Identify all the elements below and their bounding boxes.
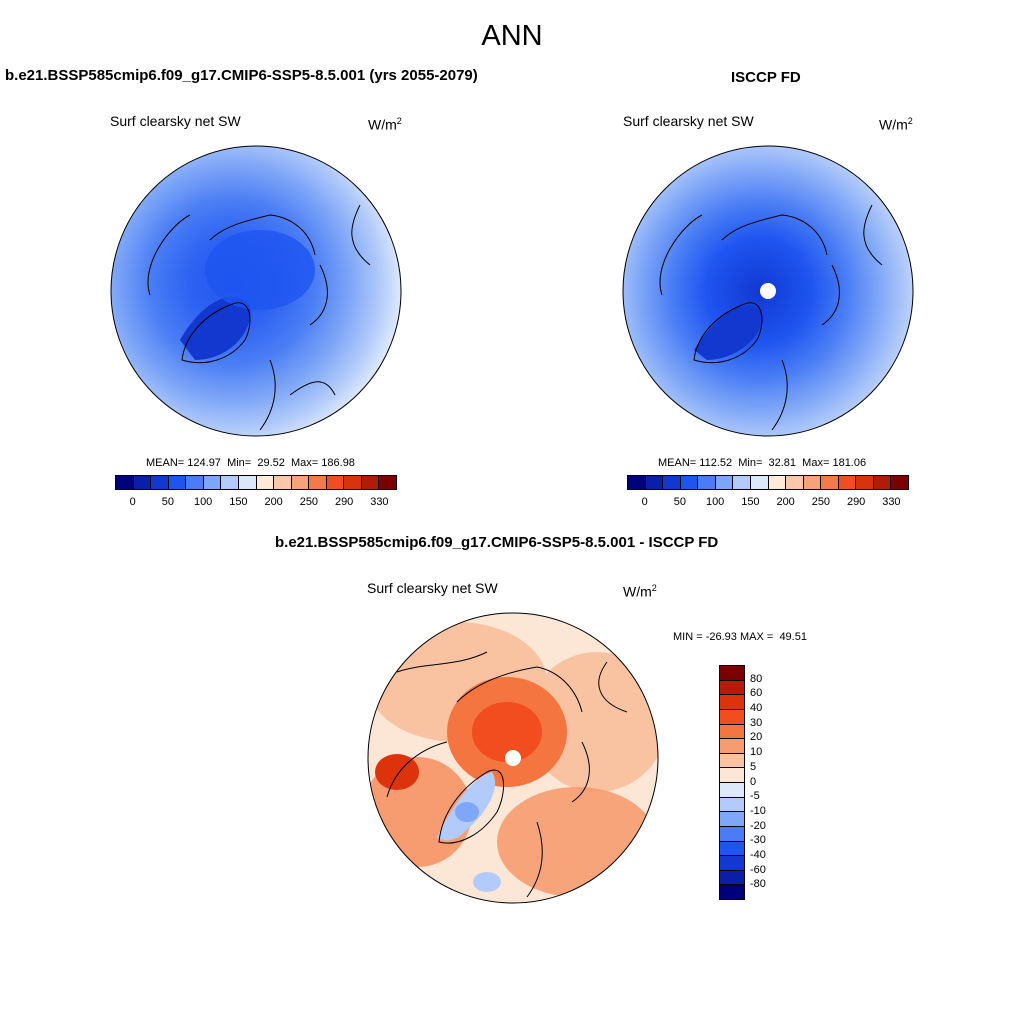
obs-colorbar xyxy=(627,475,909,490)
obs-colorbar-swatch xyxy=(733,476,751,489)
model-colorbar-swatch xyxy=(379,476,396,489)
colorbar-tick-label: 200 xyxy=(264,496,283,508)
model-colorbar xyxy=(115,475,397,490)
colorbar-tick-label: 150 xyxy=(229,496,248,508)
colorbar-tick-label: 330 xyxy=(882,496,901,508)
colorbar-tick-label: 150 xyxy=(741,496,760,508)
colorbar-tick-label: 80 xyxy=(750,672,763,685)
diff-colorbar-swatch xyxy=(720,709,744,725)
obs-colorbar-swatch xyxy=(873,476,892,489)
colorbar-tick-label: 290 xyxy=(334,496,354,508)
diff-colorbar-swatch xyxy=(720,885,744,899)
diff-colorbar-swatch xyxy=(720,768,744,783)
diff-colorbar-swatch xyxy=(720,666,744,681)
diff-colorbar-swatch xyxy=(720,870,744,886)
colorbar-tick-label: -20 xyxy=(750,819,766,832)
colorbar-tick-label: 100 xyxy=(705,496,725,508)
diff-colorbar-swatch xyxy=(720,680,744,696)
model-colorbar-swatch xyxy=(168,476,187,489)
model-colorbar-swatch xyxy=(256,476,275,489)
figure-title: ANN xyxy=(481,20,543,52)
colorbar-tick-label: 200 xyxy=(776,496,795,508)
obs-colorbar-swatch xyxy=(891,476,908,489)
model-colorbar-swatch xyxy=(326,476,345,489)
colorbar-tick-label: 290 xyxy=(846,496,866,508)
model-colorbar-swatch xyxy=(309,476,327,489)
colorbar-tick-label: -60 xyxy=(750,863,766,876)
diff-units-label: W/m2 xyxy=(623,583,657,600)
model-colorbar-swatch xyxy=(238,476,257,489)
model-variable-label: Surf clearsky net SW xyxy=(110,113,241,129)
model-colorbar-swatch xyxy=(344,476,362,489)
obs-colorbar-swatch xyxy=(803,476,822,489)
obs-colorbar-swatch xyxy=(786,476,804,489)
colorbar-tick-label: 330 xyxy=(370,496,389,508)
colorbar-tick-label: 0 xyxy=(129,496,136,508)
colorbar-tick-label: 0 xyxy=(641,496,648,508)
model-colorbar-swatch xyxy=(203,476,222,489)
diff-colorbar-swatch xyxy=(720,695,744,710)
colorbar-tick-label: 20 xyxy=(750,731,763,744)
obs-colorbar-swatch xyxy=(715,476,734,489)
diff-panel-title: b.e21.BSSP585cmip6.f09_g17.CMIP6-SSP5-8.… xyxy=(275,534,719,551)
diff-colorbar-swatch xyxy=(720,826,744,842)
obs-colorbar-swatch xyxy=(768,476,787,489)
diff-variable-label: Surf clearsky net SW xyxy=(367,580,498,596)
colorbar-tick-label: 250 xyxy=(811,496,831,508)
obs-colorbar-swatch xyxy=(698,476,716,489)
colorbar-tick-label: 250 xyxy=(299,496,319,508)
diff-colorbar-swatch xyxy=(720,812,744,827)
colorbar-tick-label: 50 xyxy=(673,496,686,508)
model-colorbar-swatch xyxy=(274,476,292,489)
model-colorbar-swatch xyxy=(151,476,169,489)
diff-colorbar xyxy=(719,665,745,900)
diff-colorbar-swatch xyxy=(720,783,744,798)
diff-colorbar-swatch xyxy=(720,724,744,740)
diff-stats: MIN = -26.93 MAX = 49.51 xyxy=(673,631,807,643)
obs-colorbar-swatch xyxy=(750,476,769,489)
colorbar-tick-label: 5 xyxy=(750,760,757,773)
colorbar-tick-label: 50 xyxy=(161,496,174,508)
colorbar-tick-label: 0 xyxy=(750,775,757,788)
model-stats: MEAN= 124.97 Min= 29.52 Max= 186.98 xyxy=(146,457,355,469)
model-panel-title: b.e21.BSSP585cmip6.f09_g17.CMIP6-SSP5-8.… xyxy=(5,67,478,84)
obs-units-label: W/m2 xyxy=(879,116,913,133)
diff-colorbar-swatch xyxy=(720,797,744,813)
colorbar-tick-label: -80 xyxy=(750,878,766,891)
obs-colorbar-swatch xyxy=(663,476,681,489)
model-colorbar-swatch xyxy=(133,476,152,489)
obs-polar-map xyxy=(622,145,914,437)
diff-colorbar-swatch xyxy=(720,841,744,857)
model-units-label: W/m2 xyxy=(368,116,402,133)
model-polar-map xyxy=(110,145,402,437)
obs-colorbar-swatch xyxy=(645,476,664,489)
obs-stats: MEAN= 112.52 Min= 32.81 Max= 181.06 xyxy=(658,457,867,469)
colorbar-tick-label: 60 xyxy=(750,687,763,700)
colorbar-tick-label: -30 xyxy=(750,834,766,847)
diff-colorbar-swatch xyxy=(720,739,744,754)
colorbar-tick-label: 10 xyxy=(750,746,763,759)
colorbar-tick-label: 30 xyxy=(750,716,763,729)
obs-colorbar-swatch xyxy=(856,476,874,489)
colorbar-tick-label: 100 xyxy=(193,496,213,508)
model-colorbar-swatch xyxy=(361,476,380,489)
model-colorbar-swatch xyxy=(291,476,310,489)
colorbar-tick-label: -5 xyxy=(750,790,760,803)
diff-colorbar-swatch xyxy=(720,856,744,871)
diff-colorbar-swatch xyxy=(720,753,744,769)
diff-polar-map xyxy=(367,612,659,904)
obs-variable-label: Surf clearsky net SW xyxy=(623,113,754,129)
colorbar-tick-label: -40 xyxy=(750,848,766,861)
obs-colorbar-swatch xyxy=(838,476,857,489)
colorbar-tick-label: -10 xyxy=(750,804,766,817)
model-colorbar-swatch xyxy=(186,476,204,489)
obs-panel-title: ISCCP FD xyxy=(731,69,801,86)
colorbar-tick-label: 40 xyxy=(750,702,763,715)
obs-colorbar-swatch xyxy=(821,476,839,489)
obs-colorbar-swatch xyxy=(628,476,646,489)
model-colorbar-swatch xyxy=(221,476,239,489)
obs-colorbar-swatch xyxy=(680,476,699,489)
model-colorbar-swatch xyxy=(116,476,134,489)
